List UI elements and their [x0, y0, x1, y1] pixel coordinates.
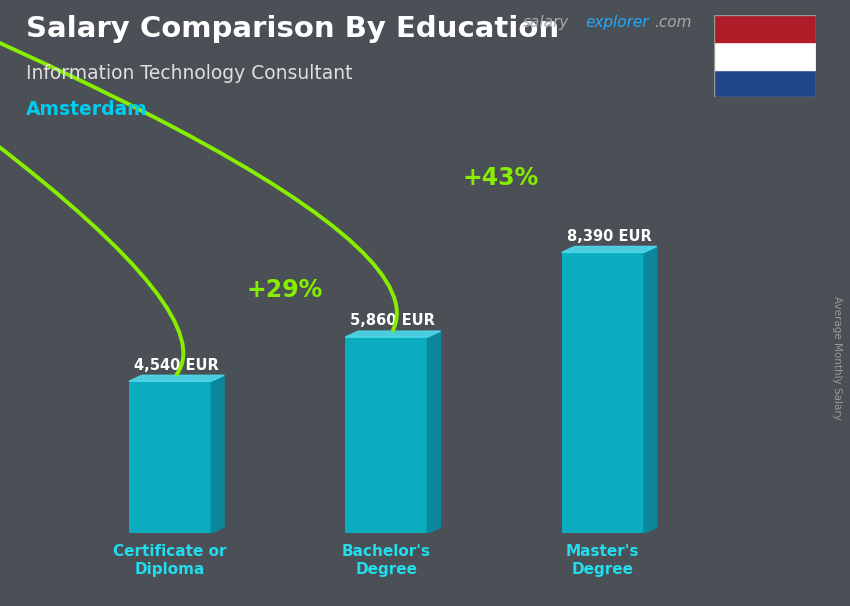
Bar: [714, 70, 816, 97]
Text: +43%: +43%: [463, 166, 539, 190]
Text: .com: .com: [654, 15, 692, 30]
Text: +29%: +29%: [246, 278, 323, 302]
Text: explorer: explorer: [585, 15, 649, 30]
Bar: [562, 253, 643, 533]
Bar: [714, 15, 816, 42]
Polygon shape: [211, 375, 224, 533]
Text: salary: salary: [523, 15, 569, 30]
Text: 4,540 EUR: 4,540 EUR: [134, 358, 218, 373]
Polygon shape: [562, 247, 657, 253]
Text: Salary Comparison By Education: Salary Comparison By Education: [26, 15, 558, 43]
Text: 5,860 EUR: 5,860 EUR: [350, 313, 435, 328]
Bar: [345, 337, 428, 533]
Bar: [129, 381, 211, 533]
Bar: [714, 42, 816, 70]
Text: Amsterdam: Amsterdam: [26, 100, 147, 119]
Text: Information Technology Consultant: Information Technology Consultant: [26, 64, 352, 82]
Polygon shape: [345, 331, 440, 337]
Polygon shape: [643, 247, 657, 533]
Text: 8,390 EUR: 8,390 EUR: [567, 228, 652, 244]
Polygon shape: [428, 331, 440, 533]
Polygon shape: [129, 375, 224, 381]
Text: Average Monthly Salary: Average Monthly Salary: [832, 296, 842, 419]
